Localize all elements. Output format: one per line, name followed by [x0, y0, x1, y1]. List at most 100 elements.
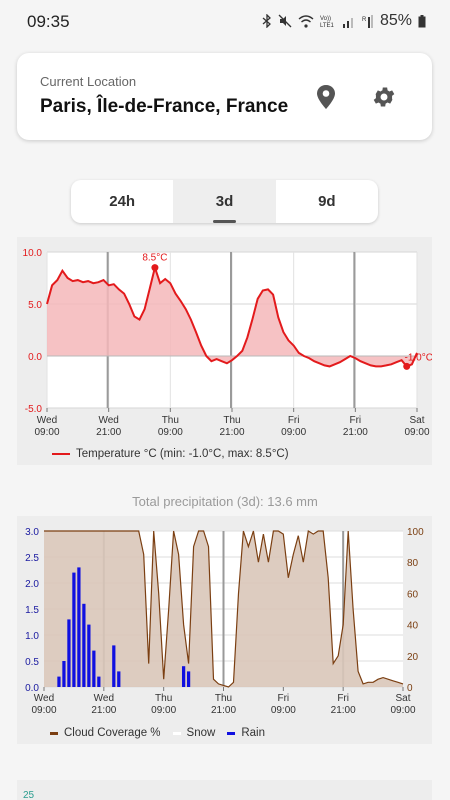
temp-xtick-time: 09:00: [34, 427, 59, 438]
svg-text:LTE1: LTE1: [320, 23, 335, 28]
legend-cloud: Cloud Coverage %: [50, 727, 161, 739]
precip-xtick-day: Thu: [155, 693, 172, 704]
location-label: Current Location: [40, 74, 137, 89]
gear-icon[interactable]: [371, 84, 397, 110]
temp-min-point: [403, 362, 411, 370]
status-icons: Vo)) LTE1 R 85%: [262, 12, 426, 30]
precip-ytick-right-label: 0: [407, 683, 413, 694]
temp-series-line: [46, 263, 418, 368]
temperature-chart-svg: 8.5°C-1.0°C10.05.00.0-5.0Wed09:00Wed21:0…: [23, 248, 432, 438]
precip-ytick-left-label: 0.5: [25, 657, 39, 668]
legend-snow: Snow: [172, 727, 216, 739]
svg-text:R: R: [362, 17, 367, 23]
legend-snow-label: Snow: [186, 727, 216, 739]
temperature-chart: 8.5°C -1.0°C 10.0 5.0 0.0 -5.0 Wed 09:00 Wed 21:0…: [17, 237, 432, 465]
temp-xtick-time: 09:00: [404, 427, 429, 438]
temp-xtick-day: Thu: [223, 415, 240, 426]
rain-bar: [112, 645, 116, 687]
svg-text:Vo)): Vo)): [320, 16, 331, 22]
legend-snow-swatch: [172, 731, 181, 735]
next-chart-partial: 25: [17, 780, 432, 800]
rain-bar: [67, 619, 71, 687]
temp-xtick-day: Fri: [288, 415, 300, 426]
precip-xtick-time: 09:00: [271, 705, 296, 716]
precip-ytick-left-label: 2.0: [25, 579, 39, 590]
location-name: Paris, Île-de-France, France: [40, 96, 289, 117]
rain-bar: [186, 671, 191, 687]
precip-xtick-time: 21:00: [331, 705, 356, 716]
precip-ytick-right-label: 100: [407, 527, 424, 538]
temp-xtick-day: Wed: [37, 415, 57, 426]
battery-icon: [418, 14, 426, 27]
rain-bar: [82, 603, 86, 687]
temp-area-fill: [47, 267, 417, 367]
next-chart-first-tick: 25: [23, 790, 35, 800]
precip-xtick-time: 09:00: [390, 705, 415, 716]
status-time: 09:35: [27, 12, 70, 31]
precip-xtick-day: Wed: [94, 693, 114, 704]
tab-3d-label: 3d: [215, 193, 234, 210]
map-pin-icon[interactable]: [315, 84, 337, 110]
bluetooth-icon: [262, 14, 271, 28]
precip-xtick-day: Wed: [34, 693, 54, 704]
precip-xtick-time: 09:00: [31, 705, 56, 716]
precip-ytick-left-label: 0.0: [25, 683, 39, 694]
legend-cloud-label: Cloud Coverage %: [64, 727, 161, 739]
tab-9d-label: 9d: [318, 193, 336, 210]
temp-max-point: [151, 264, 159, 272]
temp-max-label: 8.5°C: [142, 253, 167, 264]
legend-rain: Rain: [227, 727, 265, 739]
precip-ytick-left-label: 1.5: [25, 605, 39, 616]
legend-cloud-swatch: [50, 731, 58, 735]
signal-icon: [342, 17, 353, 28]
precip-xtick-day: Fri: [277, 693, 289, 704]
rain-bar: [97, 676, 101, 687]
temp-xtick-time: 09:00: [281, 427, 306, 438]
precipitation-chart-svg: 3.02.52.01.51.00.50.0100806040200Wed09:0…: [25, 527, 424, 716]
range-tabs: 24h 3d 9d: [71, 180, 378, 223]
rain-bar: [62, 661, 66, 687]
precip-xtick-day: Sat: [395, 693, 410, 704]
rain-bar: [87, 624, 91, 687]
tab-9d[interactable]: 9d: [276, 180, 378, 223]
legend-rain-swatch: [227, 731, 236, 735]
cloud-area-fill: [44, 531, 403, 687]
legend-rain-label: Rain: [241, 727, 265, 739]
precipitation-total: Total precipitation (3d): 13.6 mm: [132, 494, 318, 509]
status-bar: 09:35 Vo)) LTE1 R 85%: [0, 0, 450, 46]
tab-3d[interactable]: 3d: [173, 180, 276, 223]
precipitation-chart: 3.0 2.5 2.0 1.5 1.0 0.5 0.0 100 80 60 40 20 0 Wed 09:0…: [17, 516, 432, 744]
temp-ytick-label: 5.0: [28, 300, 42, 311]
battery-percent: 85%: [379, 12, 412, 29]
lte-icon: Vo))LTE1: [320, 16, 335, 28]
precip-xtick-time: 21:00: [91, 705, 116, 716]
temp-xtick-time: 21:00: [96, 427, 121, 438]
temperature-legend: Temperature °C (min: -1.0°C, max: 8.5°C): [52, 448, 289, 460]
precip-xtick-day: Fri: [337, 693, 349, 704]
rain-bar: [72, 572, 76, 687]
precip-ytick-left-label: 3.0: [25, 527, 39, 538]
rain-bar: [117, 671, 121, 687]
temp-ytick-label: -5.0: [25, 404, 43, 415]
location-card: Current Location Paris, Île-de-France, F…: [17, 53, 432, 140]
temp-xtick-time: 21:00: [219, 427, 244, 438]
temperature-legend-label: Temperature °C (min: -1.0°C, max: 8.5°C): [76, 448, 289, 460]
precip-ytick-right-label: 60: [407, 589, 419, 600]
temp-xtick-day: Thu: [162, 415, 179, 426]
precip-ytick-right-label: 40: [407, 621, 419, 632]
temp-xtick-time: 21:00: [343, 427, 368, 438]
tab-24h-label: 24h: [109, 193, 136, 210]
precipitation-legend: Cloud Coverage % Snow Rain: [50, 727, 277, 739]
precip-xtick-time: 21:00: [211, 705, 236, 716]
rain-bar: [181, 666, 186, 687]
precip-xtick-day: Thu: [215, 693, 232, 704]
temp-ytick-label: 0.0: [28, 352, 42, 363]
temp-xtick-day: Wed: [98, 415, 118, 426]
tab-24h[interactable]: 24h: [71, 180, 173, 223]
rain-bar: [77, 567, 81, 687]
temp-ytick-label: 10.0: [23, 248, 43, 259]
rain-bar: [57, 676, 61, 687]
precip-ytick-left-label: 1.0: [25, 631, 39, 642]
precip-ytick-left-label: 2.5: [25, 553, 39, 564]
temp-xtick-day: Sat: [409, 415, 424, 426]
